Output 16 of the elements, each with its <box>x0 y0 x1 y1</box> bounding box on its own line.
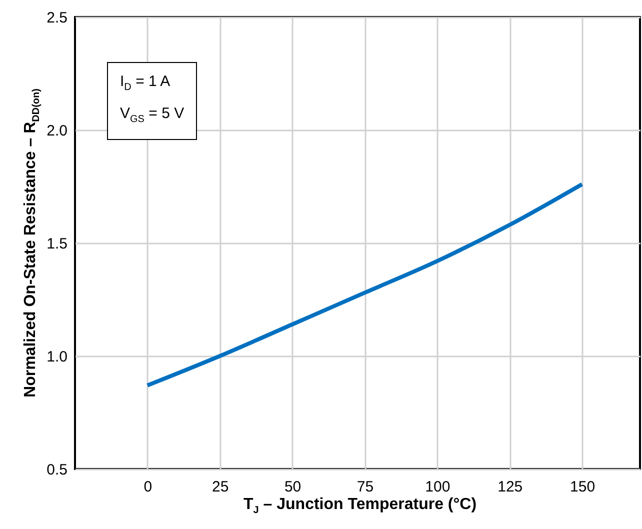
x-tick-label: 50 <box>284 478 302 496</box>
y-tick-label: 2.0 <box>46 122 68 140</box>
x-tick-label: 100 <box>425 478 450 496</box>
line-series <box>145 182 584 388</box>
x-tick-label: 75 <box>356 478 374 496</box>
x-tick-label: 0 <box>144 478 152 496</box>
x-axis-title: T$_{J}$ – Junction Temperature (°C) <box>243 496 477 516</box>
x-tick-label: 150 <box>570 478 596 496</box>
y-tick-label: 1.0 <box>46 348 68 366</box>
y-tick-label: 0.5 <box>46 462 68 478</box>
annotation: I$_{D}$ = 1 A <box>120 72 172 95</box>
y-tick-label: 2.5 <box>46 10 68 26</box>
x-tick-label: 25 <box>212 478 229 496</box>
x-tick-label: 125 <box>498 478 523 496</box>
annotation: V$_{GS}$ = 5 V <box>120 104 184 127</box>
y-tick-label: 1.5 <box>46 236 68 252</box>
